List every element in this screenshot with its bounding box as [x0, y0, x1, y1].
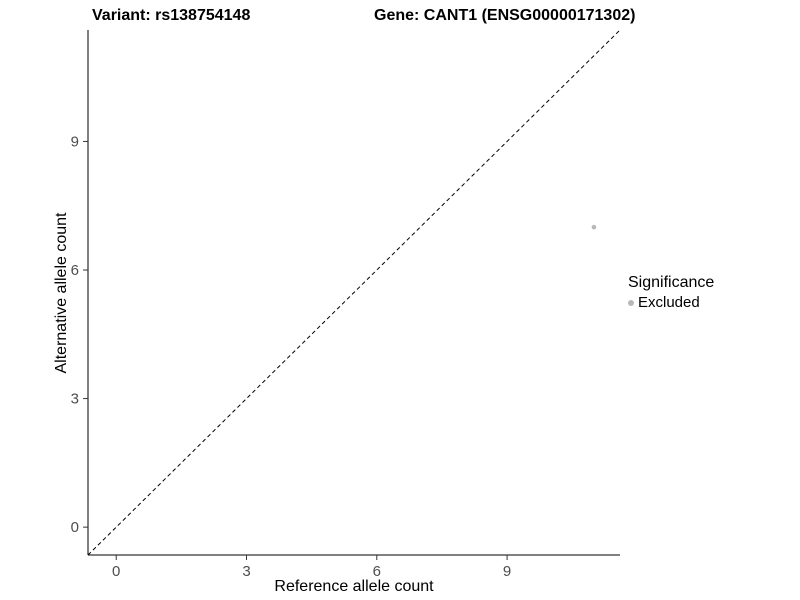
legend-point-icon [628, 299, 634, 306]
data-point [591, 224, 597, 230]
y-tick-label: 0 [71, 519, 79, 536]
x-tick-label: 9 [503, 563, 511, 580]
plot-title-gene: Gene: CANT1 (ENSG00000171302) [374, 7, 636, 24]
y-tick-label: 3 [71, 391, 79, 408]
x-tick-label: 6 [373, 563, 381, 580]
y-axis-label: Alternative allele count [53, 212, 70, 374]
y-tick-label: 6 [71, 262, 79, 279]
identity-line [87, 29, 621, 556]
y-tick-label: 9 [71, 133, 79, 150]
legend-item-label: Excluded [638, 294, 700, 311]
x-axis-label: Reference allele count [274, 578, 434, 595]
plot-title-variant: Variant: rs138754148 [92, 7, 251, 24]
x-tick-label: 3 [242, 563, 250, 580]
legend: Significance Excluded [628, 274, 714, 311]
x-tick-label: 0 [112, 563, 120, 580]
legend-title: Significance [628, 274, 715, 291]
legend-item-excluded: Excluded [628, 294, 714, 311]
